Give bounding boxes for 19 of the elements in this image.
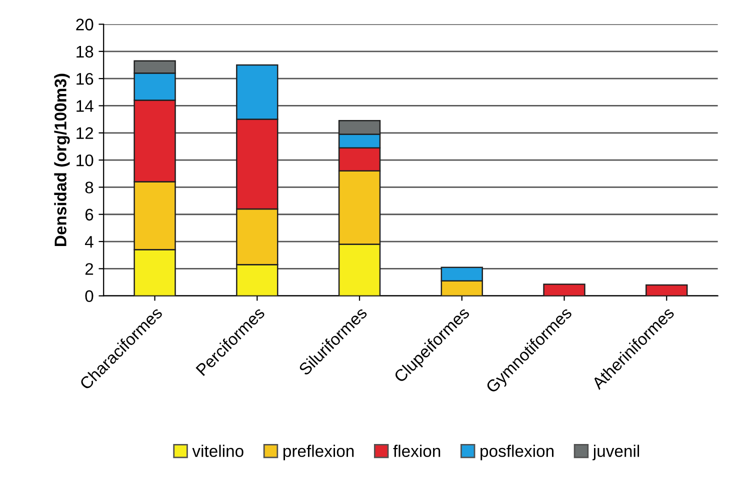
- y-axis-title: Densidad (org/100m3): [54, 74, 70, 246]
- y-tick-label: 10: [76, 154, 94, 166]
- y-tick-label: 12: [76, 127, 94, 139]
- legend-label: posflexion: [480, 444, 554, 460]
- legend-label: vitelino: [192, 444, 244, 458]
- y-tick-label: 16: [76, 72, 94, 85]
- y-tick-label: 14: [76, 100, 94, 112]
- bar: [543, 284, 586, 296]
- y-tick-label: 0: [85, 290, 94, 302]
- bar: [646, 284, 688, 296]
- y-tick-label: 18: [76, 46, 94, 58]
- legend-label: flexion: [393, 444, 440, 458]
- legend-label: preflexion: [283, 444, 354, 460]
- y-tick-label: 6: [85, 208, 94, 221]
- y-tick-label: 4: [84, 236, 94, 248]
- y-tick-label: 8: [85, 182, 94, 194]
- y-tick-label: 2: [85, 263, 94, 275]
- y-tick-label: 20: [76, 18, 94, 30]
- legend-label: juvenil: [592, 444, 640, 460]
